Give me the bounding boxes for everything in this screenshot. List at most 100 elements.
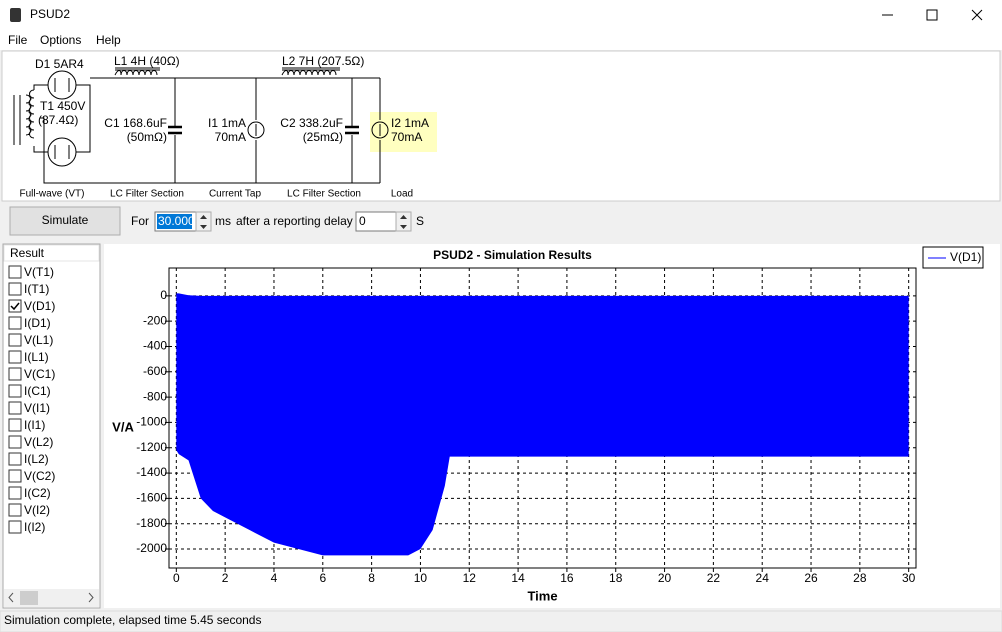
list-header-text: Result bbox=[10, 246, 45, 260]
y-tick-label: -200 bbox=[143, 313, 167, 327]
circuit-label: D1 5AR4 bbox=[35, 57, 84, 71]
circuit-label: L1 4H (40Ω) bbox=[114, 54, 180, 68]
scrollbar[interactable] bbox=[4, 589, 99, 607]
y-tick-label: -800 bbox=[143, 389, 167, 403]
checkbox[interactable] bbox=[8, 265, 22, 279]
circuit-label: C2 338.2uF bbox=[280, 116, 343, 130]
plot-frame bbox=[168, 267, 917, 569]
label: after a reporting delay of bbox=[236, 214, 367, 228]
y-tick-label: -1200 bbox=[136, 440, 167, 454]
checkbox[interactable] bbox=[8, 316, 22, 330]
close-button[interactable] bbox=[971, 9, 983, 21]
circuit-label: (50mΩ) bbox=[127, 130, 167, 144]
section-labels: Full-wave (VT) LC Filter Section Current T… bbox=[19, 189, 413, 200]
section-label: Current Tap bbox=[209, 189, 262, 200]
status-bar bbox=[0, 610, 1002, 632]
chart-title: PSUD2 - Simulation Results bbox=[433, 248, 592, 262]
spinner[interactable] bbox=[395, 211, 412, 232]
title-bar bbox=[0, 0, 1002, 50]
circuit-label: I2 1mA bbox=[391, 116, 429, 130]
y-axis-label: V/A bbox=[112, 419, 134, 434]
checkbox[interactable] bbox=[8, 520, 22, 534]
checkbox[interactable] bbox=[8, 333, 22, 347]
circuit-label: T1 450V bbox=[40, 99, 85, 113]
x-tick-label: 26 bbox=[804, 571, 818, 585]
checkbox[interactable] bbox=[8, 367, 22, 381]
x-tick-label: 20 bbox=[658, 571, 672, 585]
area-band bbox=[176, 293, 909, 556]
x-axis-label: Time bbox=[527, 588, 557, 603]
item-label: V(I2) bbox=[24, 503, 50, 517]
item-label: V(C1) bbox=[24, 367, 55, 381]
window-title: PSUD2 bbox=[30, 7, 70, 21]
x-tick-label: 8 bbox=[368, 571, 375, 585]
item-label: V(L2) bbox=[24, 435, 53, 449]
checkbox[interactable] bbox=[8, 503, 22, 517]
delay-value: 0 bbox=[359, 214, 366, 228]
checkbox[interactable] bbox=[8, 299, 22, 313]
item-label: V(L1) bbox=[24, 333, 53, 347]
x-tick-label: 0 bbox=[173, 571, 180, 585]
menu-bar: File Options Help bbox=[8, 33, 121, 47]
checkbox[interactable] bbox=[8, 435, 22, 449]
status-text: Simulation complete, elapsed time 5.45 s… bbox=[4, 613, 261, 627]
selection bbox=[157, 214, 192, 229]
item-label: V(I1) bbox=[24, 401, 50, 415]
circuit-drawing bbox=[13, 67, 437, 184]
checkbox[interactable] bbox=[8, 452, 22, 466]
x-tick-label: 18 bbox=[609, 571, 623, 585]
checkbox[interactable] bbox=[8, 350, 22, 364]
spinner[interactable] bbox=[195, 211, 212, 232]
item-label: I(L2) bbox=[24, 452, 49, 466]
check-mark bbox=[10, 302, 20, 311]
y-tick-label: -400 bbox=[143, 339, 167, 353]
simulate-button[interactable] bbox=[9, 206, 121, 236]
checkbox[interactable] bbox=[8, 282, 22, 296]
item-label: I(D1) bbox=[24, 316, 51, 330]
section-label: LC Filter Section bbox=[110, 189, 184, 200]
y-tick-label: -1800 bbox=[136, 516, 167, 530]
checkbox[interactable] bbox=[8, 469, 22, 483]
circuit-label: 70mA bbox=[391, 130, 422, 144]
circuit-label: L2 7H (207.5Ω) bbox=[282, 54, 364, 68]
item-label: V(C2) bbox=[24, 469, 55, 483]
chart: PSUD2 - Simulation Results Time V/A 0 -200 -4… bbox=[112, 246, 984, 603]
app-icon bbox=[10, 8, 21, 22]
y-tick-label: -1400 bbox=[136, 465, 167, 479]
circuit-label: (87.4Ω) bbox=[38, 113, 78, 127]
section-label: LC Filter Section bbox=[287, 189, 361, 200]
item-label: I(L1) bbox=[24, 350, 49, 364]
label: ms bbox=[215, 214, 231, 228]
circuit-label: I1 1mA bbox=[208, 116, 246, 130]
highlight bbox=[370, 112, 437, 152]
y-tick-label: -1000 bbox=[136, 415, 167, 429]
x-tick-label: 2 bbox=[222, 571, 229, 585]
checkbox[interactable] bbox=[8, 384, 22, 398]
y-tick-label: -2000 bbox=[136, 541, 167, 555]
label: For bbox=[131, 214, 149, 228]
x-tick-label: 24 bbox=[756, 571, 770, 585]
y-tick-label: -600 bbox=[143, 364, 167, 378]
section-label: Full-wave (VT) bbox=[19, 189, 84, 200]
item-label: I(I2) bbox=[24, 520, 45, 534]
menu-item[interactable]: File bbox=[8, 33, 28, 47]
x-tick-label: 30 bbox=[902, 571, 916, 585]
menu-item[interactable]: Help bbox=[96, 33, 121, 47]
checkbox[interactable] bbox=[8, 486, 22, 500]
x-tick-label: 6 bbox=[319, 571, 326, 585]
item-label: V(D1) bbox=[24, 299, 55, 313]
label: S bbox=[416, 214, 424, 228]
x-tick-label: 10 bbox=[414, 571, 428, 585]
x-tick-label: 28 bbox=[853, 571, 867, 585]
checkbox[interactable] bbox=[8, 418, 22, 432]
legend-label: V(D1) bbox=[950, 250, 981, 264]
result-items: V(T1) I(T1) V(D1) I(D1) V(L1) I(L1) V(C1) I(C1)… bbox=[8, 265, 55, 534]
checkbox[interactable] bbox=[8, 401, 22, 415]
legend bbox=[922, 246, 984, 269]
duration-value: 30.000 bbox=[158, 214, 195, 228]
menu-item[interactable]: Options bbox=[40, 33, 81, 47]
y-tick-label: 0 bbox=[160, 288, 167, 302]
section-label: Load bbox=[391, 189, 413, 200]
maximize-button[interactable] bbox=[926, 9, 938, 21]
